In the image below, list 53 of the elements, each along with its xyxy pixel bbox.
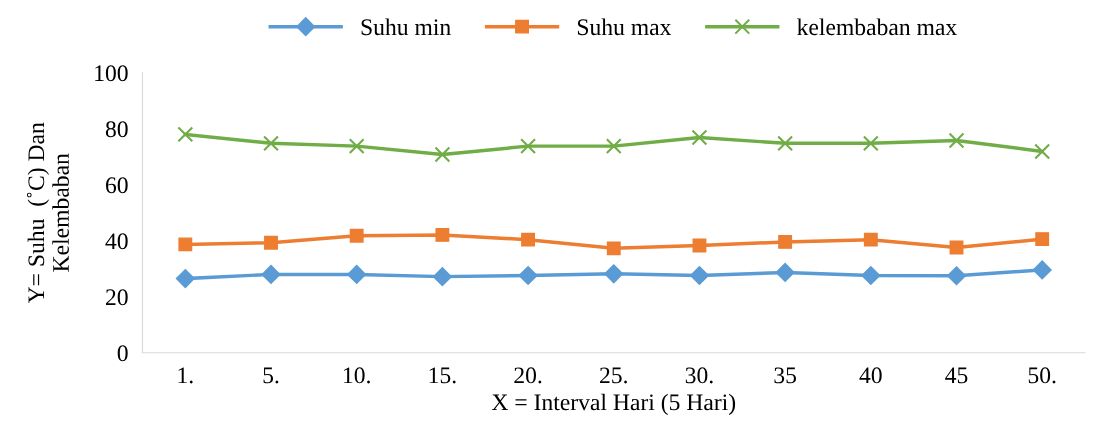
point [178, 237, 193, 252]
x-tick-label: 25. [600, 367, 627, 384]
point [691, 129, 708, 146]
point [689, 265, 709, 286]
point [862, 135, 879, 152]
x-tick-label: 10. [344, 367, 370, 384]
point [605, 138, 622, 155]
point [861, 265, 881, 286]
y-tick-label: 100 [95, 65, 128, 82]
point [435, 227, 450, 242]
point [946, 266, 967, 286]
point [263, 135, 279, 152]
point [432, 267, 452, 287]
x-tick-label: 50. [1028, 367, 1056, 384]
point [606, 241, 621, 256]
point [1035, 232, 1050, 247]
x-tick-label: 40 [859, 367, 882, 384]
point [518, 265, 538, 286]
point [775, 262, 795, 282]
point [434, 146, 451, 163]
point [175, 269, 195, 289]
legend-label: Suhu min [361, 18, 451, 36]
point [349, 228, 364, 243]
point [520, 138, 537, 155]
x-tick-label: 35 [774, 367, 797, 384]
point [347, 264, 367, 284]
y-axis-title: Y= Suhu (˚C) Dan Kelembaban [26, 122, 69, 304]
y-tick-label: 0 [117, 345, 128, 362]
point [777, 135, 794, 152]
y-tick-label: 60 [105, 177, 128, 194]
y-tick-label: 20 [106, 289, 128, 306]
point [604, 264, 624, 284]
x-tick-label: 20. [514, 367, 542, 384]
point [1032, 260, 1052, 280]
y-tick-label: 80 [105, 121, 128, 138]
y-tick-label: 40 [105, 233, 128, 250]
point [177, 126, 194, 143]
legend-label: Suhu max [577, 18, 672, 36]
point [778, 234, 793, 249]
point [1034, 143, 1051, 160]
point [261, 264, 281, 284]
legend-label: kelembaban max [797, 18, 957, 36]
x-tick-label: 15. [429, 367, 456, 384]
x-tick-label: 45 [945, 367, 968, 384]
point [264, 235, 278, 250]
point [948, 132, 965, 149]
x-axis-title: X = Interval Hari (5 Hari) [491, 393, 736, 416]
point [863, 232, 878, 247]
point [348, 138, 365, 155]
point [521, 232, 536, 247]
x-tick-label: 5. [263, 367, 279, 384]
x-tick-label: 1. [178, 367, 193, 384]
x-tick-label: 30. [685, 367, 713, 384]
